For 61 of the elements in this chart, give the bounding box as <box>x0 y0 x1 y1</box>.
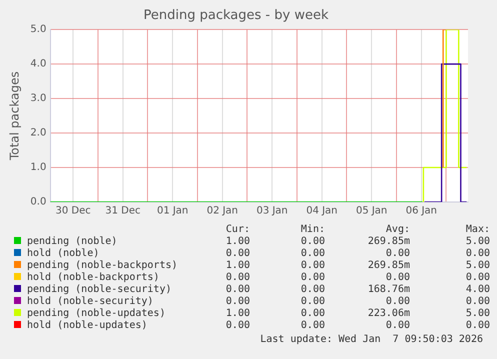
x-tick-label: 05 Jan <box>356 206 388 217</box>
text: 5.00 <box>464 236 490 248</box>
text: Cur: <box>224 224 250 236</box>
text: 168.76m <box>366 284 410 296</box>
text: 1.00 <box>224 308 250 320</box>
text: 0.00 <box>224 272 250 284</box>
y-tick-label: 5.0 <box>30 24 46 36</box>
text: 0.00 <box>224 320 250 332</box>
x-tick-label: 03 Jan <box>256 206 288 217</box>
text: 0.00 <box>384 296 410 308</box>
text: 0.00 <box>384 272 410 284</box>
text: 1.00 <box>224 260 250 272</box>
text: 223.06m <box>366 308 410 320</box>
text: 0.00 <box>300 236 325 248</box>
chart-title: Pending packages - by week <box>144 8 329 24</box>
y-tick-label: 0.0 <box>30 196 46 208</box>
y-tick-label: 1.0 <box>30 162 46 174</box>
y-axis-title: Total packages <box>7 71 22 162</box>
x-tick-label: 31 Dec <box>105 206 140 217</box>
legend-label: hold (noble) <box>26 248 100 260</box>
text: 0.00 <box>224 248 250 260</box>
text: 0.00 <box>464 272 490 284</box>
legend-label: pending (noble) <box>26 236 118 248</box>
text: 0.00 <box>464 296 490 308</box>
text: 1.00 <box>224 236 250 248</box>
text: Max: <box>464 224 490 236</box>
text: 0.00 <box>300 272 325 284</box>
text: 0.00 <box>464 248 490 260</box>
x-tick-label: 30 Dec <box>55 206 91 217</box>
text: 0.00 <box>384 320 410 332</box>
text: 0.00 <box>300 284 325 296</box>
y-tick-label: 2.0 <box>30 128 46 139</box>
text: 0.00 <box>464 320 490 332</box>
legend-label: pending (noble-backports) <box>26 260 179 272</box>
text: 0.00 <box>300 248 325 260</box>
text: 0.00 <box>300 320 325 332</box>
text: Last update: Wed Jan 7 09:50:03 2026 <box>260 334 483 345</box>
x-tick-label: 01 Jan <box>156 206 188 217</box>
y-tick-label: 4.0 <box>30 58 46 70</box>
text: 5.00 <box>464 308 490 320</box>
text: Min: <box>300 224 325 236</box>
text: 0.00 <box>224 284 250 296</box>
legend-label: pending (noble-security) <box>26 284 172 296</box>
x-tick-label: 06 Jan <box>406 206 438 217</box>
text: Avg: <box>384 224 410 236</box>
y-tick-label: 3.0 <box>30 93 46 104</box>
x-tick-label: 02 Jan <box>206 206 238 217</box>
text: 0.00 <box>384 248 410 260</box>
text: 0.00 <box>300 260 325 272</box>
text: 0.00 <box>300 296 325 308</box>
legend-label: hold (noble-updates) <box>26 320 148 332</box>
x-tick-label: 04 Jan <box>306 206 338 217</box>
legend-label: pending (noble-updates) <box>26 308 166 320</box>
text: 0.00 <box>300 308 325 320</box>
text: 269.85m <box>366 260 410 272</box>
text: 4.00 <box>464 284 490 296</box>
text: 0.00 <box>224 296 250 308</box>
text: 5.00 <box>464 260 490 272</box>
legend-label: hold (noble-backports) <box>26 272 160 284</box>
text: 269.85m <box>366 236 410 248</box>
legend-label: hold (noble-security) <box>26 296 154 308</box>
